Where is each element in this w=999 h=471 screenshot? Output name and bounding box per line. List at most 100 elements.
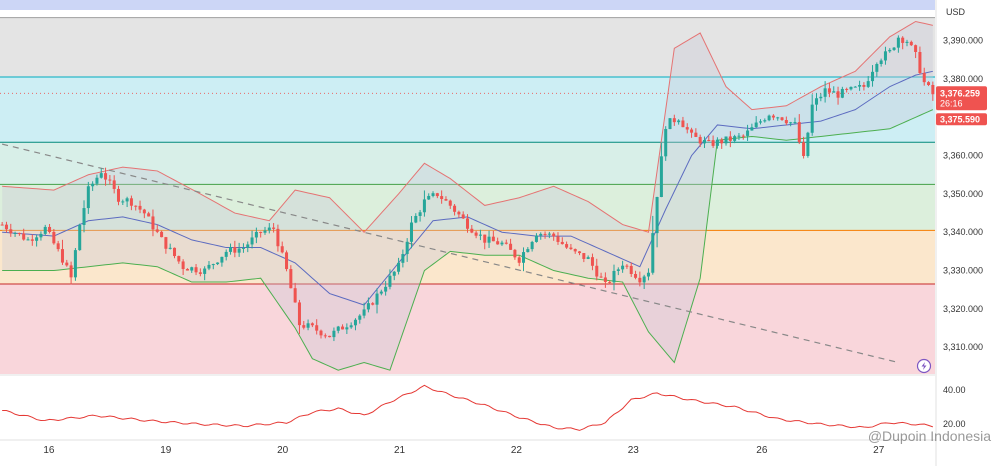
fib-zone [0,77,935,143]
fib-zone [0,142,935,185]
candle-body [621,265,625,270]
candle-body [866,81,870,87]
candle-body [328,335,332,338]
candle-body [793,122,797,124]
candle-body [358,315,362,320]
candle-body [9,229,13,234]
fib-zone [0,17,935,78]
candle-body [164,237,168,249]
candle-body [422,199,426,213]
candle-body [60,249,64,263]
candle-body [806,132,810,156]
candle-body [918,51,922,74]
candle-body [590,257,594,266]
candle-body [246,244,250,248]
candle-body [216,262,220,265]
candle-body [578,251,582,254]
candle-body [104,173,108,180]
candle-body [440,196,444,200]
candle-body [810,104,814,133]
candle-body [172,247,177,257]
osc-tick-label: 20.00 [943,419,966,429]
candle-body [737,135,741,137]
candle-body [336,326,340,331]
candle-body [142,209,146,214]
candle-body [500,242,504,245]
candle-body [267,227,271,231]
candle-body [672,118,676,123]
bollinger-lower-line [2,109,934,371]
candle-body [715,139,719,146]
x-tick-label: 19 [160,445,172,456]
x-tick-label: 26 [756,445,768,456]
candle-body [82,208,86,225]
candle-body [362,309,366,316]
candle-body [728,136,732,141]
currency-label: USD [946,7,966,17]
candle-body [832,91,836,93]
y-tick-label: 3,320.000 [943,304,983,314]
candle-body [302,325,306,328]
candle-body [858,84,862,87]
candle-body [914,45,918,52]
candle-body [478,234,482,236]
candle-body [306,323,310,328]
candle-body [397,262,401,272]
candle-body [272,227,276,229]
candle-body [819,96,823,99]
x-tick-label: 23 [628,445,640,456]
price-tag-box [936,86,987,111]
price-tag-label: 3,376.259 [940,88,980,98]
candle-body [431,193,435,196]
candle-body [177,256,181,262]
candle-body [668,118,672,130]
candle-body [241,247,245,249]
candle-body [845,88,849,90]
x-tick-label: 27 [873,445,885,456]
candle-body [655,197,659,234]
candle-body [547,233,551,235]
candle-body [121,201,125,203]
candle-body [922,73,926,83]
candle-body [78,224,82,251]
candle-body [840,88,844,98]
candle-body [582,253,586,259]
candle-body [444,199,448,201]
candle-body [138,205,142,210]
candle-body [457,211,461,215]
y-tick-label: 3,330.000 [943,266,983,276]
candle-body [203,268,207,274]
candle-body [849,86,853,90]
candle-body [237,248,241,253]
candle-body [608,281,612,283]
candle-body [207,264,211,269]
candle-body [802,142,806,156]
candle-body [297,302,301,326]
candle-body [4,224,8,230]
candle-body [823,88,827,97]
candle-body [384,286,388,292]
candle-body [931,85,935,95]
candle-body [491,236,495,242]
candle-body [901,37,905,43]
candle-body [784,120,788,124]
candle-body [371,303,375,305]
candle-body [746,130,750,136]
candle-body [629,265,633,274]
candle-body [651,233,655,273]
candle-body [573,249,577,252]
y-tick-label: 3,380.000 [943,74,983,84]
y-tick-label: 3,340.000 [943,227,983,237]
candle-body [543,233,547,235]
candle-body [815,98,819,105]
candle-body [151,216,155,230]
oscillator-line [2,384,934,431]
candle-body [771,115,775,118]
candle-body [185,268,189,271]
candle-body [741,135,745,137]
candle-body [332,330,336,338]
candle-body [414,215,418,223]
candle-body [229,247,233,252]
candle-body [871,71,875,82]
